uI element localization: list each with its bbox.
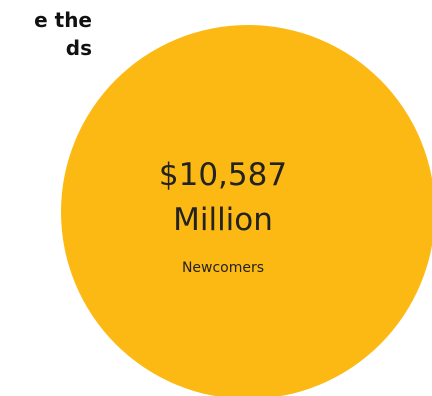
bubble-unit-label: Million [173, 202, 273, 238]
bubble-newcomers [61, 25, 432, 396]
heading-line-2: ds [65, 36, 92, 60]
bubble-value-label: $10,587 [159, 157, 287, 193]
heading: e the ds [0, 6, 92, 62]
heading-line-1: e the [34, 8, 92, 32]
bubble-category-label: Newcomers [182, 260, 264, 276]
